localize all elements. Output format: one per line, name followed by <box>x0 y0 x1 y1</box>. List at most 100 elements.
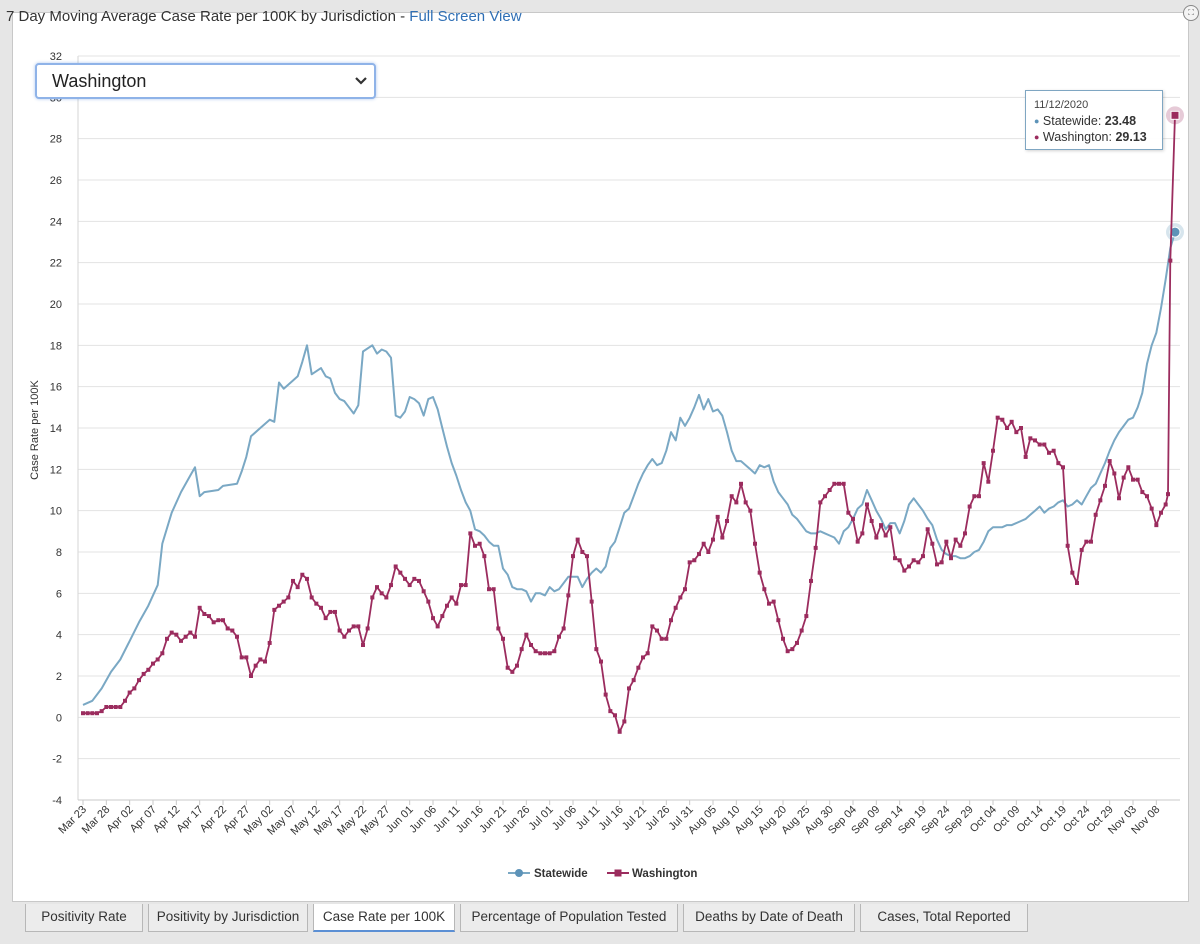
data-point-washington <box>482 554 487 559</box>
data-point-washington <box>1056 461 1061 466</box>
tab-cases-total-reported[interactable]: Cases, Total Reported <box>860 904 1028 932</box>
data-point-washington <box>1107 459 1112 464</box>
data-point-washington <box>300 572 305 577</box>
data-point-washington <box>277 603 281 608</box>
y-tick-label: 16 <box>50 382 62 394</box>
expand-icon[interactable]: ⛶ <box>1183 5 1199 21</box>
data-point-washington <box>123 698 127 703</box>
tooltip-statewide-label: Statewide: <box>1042 114 1102 128</box>
data-point-washington <box>1117 496 1121 501</box>
data-point-washington <box>1126 465 1131 470</box>
legend-item-washington[interactable]: Washington <box>607 868 697 880</box>
data-point-washington <box>90 711 95 716</box>
data-point-washington <box>426 599 431 604</box>
data-point-washington <box>627 686 631 691</box>
data-point-washington <box>524 632 529 637</box>
data-point-washington <box>1159 510 1163 515</box>
hover-point-statewide[interactable] <box>1169 226 1181 238</box>
x-tick-label: Jul 16 <box>597 804 626 833</box>
tooltip-statewide-value: 23.48 <box>1104 114 1137 128</box>
data-point-washington <box>809 578 813 583</box>
data-point-washington <box>1089 539 1093 544</box>
series-line-statewide <box>82 231 1176 706</box>
data-point-washington <box>393 564 398 569</box>
data-point-washington <box>211 620 216 625</box>
data-point-washington <box>720 535 725 540</box>
y-tick-label: 12 <box>50 464 62 476</box>
x-tick-label: Jul 26 <box>643 804 672 833</box>
data-point-washington <box>183 634 188 639</box>
tooltip-row-washington: ● Washington: 29.13 <box>1034 130 1147 144</box>
jurisdiction-select[interactable]: Washington <box>35 63 376 99</box>
data-point-washington <box>939 560 944 565</box>
data-point-washington <box>1033 438 1037 443</box>
legend-item-statewide[interactable]: Statewide <box>508 868 588 880</box>
data-point-washington <box>356 624 361 629</box>
tooltip-date: 11/12/2020 <box>1034 99 1089 111</box>
data-point-washington <box>944 539 949 544</box>
data-point-washington <box>678 595 683 600</box>
data-point-washington <box>407 583 412 588</box>
data-point-washington <box>851 516 855 521</box>
tab-deaths-by-date-of-death[interactable]: Deaths by Date of Death <box>683 904 855 932</box>
data-point-washington <box>837 481 841 486</box>
data-point-washington <box>333 609 337 614</box>
data-point-washington <box>813 545 818 550</box>
tab-case-rate-per-100k[interactable]: Case Rate per 100K <box>313 904 455 932</box>
data-point-washington <box>771 599 776 604</box>
data-point-washington <box>911 558 916 563</box>
data-point-washington <box>141 671 146 676</box>
data-point-washington <box>319 605 323 610</box>
data-point-washington <box>883 533 888 538</box>
data-point-washington <box>659 636 664 641</box>
data-point-washington <box>935 562 939 567</box>
y-tick-label: 18 <box>50 340 62 352</box>
data-point-washington <box>953 537 958 542</box>
data-point-washington <box>529 643 533 647</box>
data-point-washington <box>865 502 869 507</box>
tab-positivity-by-jurisdiction[interactable]: Positivity by Jurisdiction <box>148 904 308 932</box>
data-point-washington <box>972 494 977 499</box>
data-point-washington <box>221 618 225 623</box>
data-point-washington <box>267 640 272 645</box>
data-point-washington <box>967 504 972 509</box>
data-point-washington <box>1023 454 1028 459</box>
data-point-washington <box>477 541 482 546</box>
full-screen-link[interactable]: Full Screen View <box>409 8 522 25</box>
data-point-washington <box>879 523 883 528</box>
data-point-washington <box>510 669 515 674</box>
y-axis: -4-202468101214161820222426283032 <box>50 51 79 807</box>
hover-point-washington[interactable] <box>1170 110 1180 120</box>
data-point-washington <box>949 556 953 561</box>
data-point-washington <box>473 543 477 548</box>
data-point-washington <box>664 636 669 641</box>
data-point-washington <box>613 713 617 718</box>
data-point-washington <box>893 556 897 561</box>
data-point-washington <box>1047 450 1051 455</box>
data-point-washington <box>454 601 459 606</box>
y-tick-label: 10 <box>50 506 62 518</box>
data-point-washington <box>118 705 123 709</box>
data-point-washington <box>1014 430 1019 435</box>
data-point-washington <box>995 415 1000 420</box>
data-point-washington <box>137 678 141 683</box>
data-point-washington <box>305 576 309 581</box>
tab-positivity-rate[interactable]: Positivity Rate <box>25 904 143 932</box>
tab-percentage-of-population-tested[interactable]: Percentage of Population Tested <box>460 904 678 932</box>
data-point-washington <box>683 587 687 592</box>
data-point-washington <box>561 626 566 631</box>
data-point-washington <box>501 636 505 641</box>
data-point-washington <box>795 640 799 645</box>
data-point-washington <box>1149 506 1154 511</box>
data-point-washington <box>697 552 701 557</box>
legend: Statewide Washington <box>508 868 697 880</box>
data-point-washington <box>902 568 907 573</box>
y-tick-label: -2 <box>52 754 62 766</box>
data-point-washington <box>925 527 930 532</box>
x-tick-label: Jul 01 <box>527 804 556 833</box>
data-point-washington <box>1154 523 1159 528</box>
tooltip-row-statewide: ● Statewide: 23.48 <box>1034 114 1137 128</box>
data-point-washington <box>1009 419 1014 424</box>
data-point-washington <box>617 729 622 734</box>
data-point-washington <box>543 651 547 656</box>
